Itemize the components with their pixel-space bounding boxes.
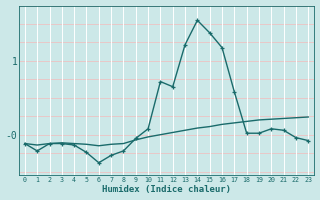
X-axis label: Humidex (Indice chaleur): Humidex (Indice chaleur) xyxy=(102,185,231,194)
